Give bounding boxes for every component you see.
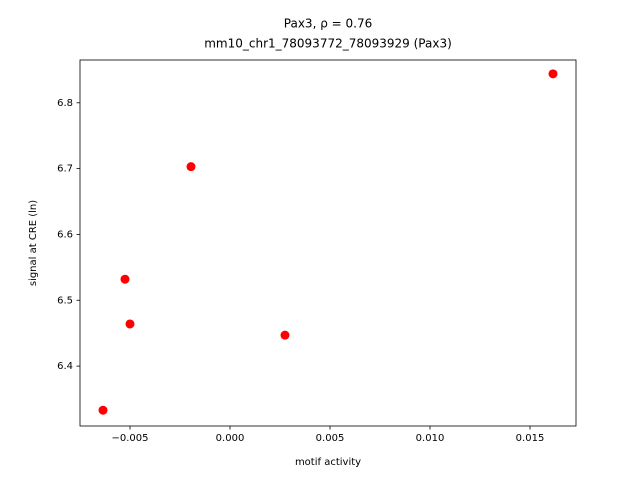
point bbox=[548, 69, 558, 79]
x-tick-label: −0.005 bbox=[111, 433, 148, 444]
y-tick-label: 6.5 bbox=[57, 295, 73, 306]
point bbox=[280, 330, 290, 340]
y-tick-label: 6.4 bbox=[57, 361, 73, 372]
y-tick-label: 6.8 bbox=[57, 98, 73, 109]
point bbox=[125, 319, 135, 329]
y-tick-label: 6.6 bbox=[57, 229, 73, 240]
point bbox=[120, 274, 130, 284]
x-tick-label: 0.000 bbox=[216, 433, 245, 444]
y-axis-label: signal at CRE (ln) bbox=[28, 200, 39, 286]
x-tick-label: 0.005 bbox=[316, 433, 345, 444]
y-tick-label: 6.7 bbox=[57, 164, 73, 175]
x-axis-label: motif activity bbox=[295, 457, 361, 468]
plot-frame bbox=[79, 59, 577, 427]
point bbox=[98, 405, 108, 415]
chart-title: Pax3, ρ = 0.76 bbox=[284, 17, 372, 31]
point bbox=[186, 162, 196, 172]
x-tick-label: 0.015 bbox=[516, 433, 545, 444]
x-tick-label: 0.010 bbox=[416, 433, 445, 444]
chart-subtitle: mm10_chr1_78093772_78093929 (Pax3) bbox=[204, 37, 452, 51]
